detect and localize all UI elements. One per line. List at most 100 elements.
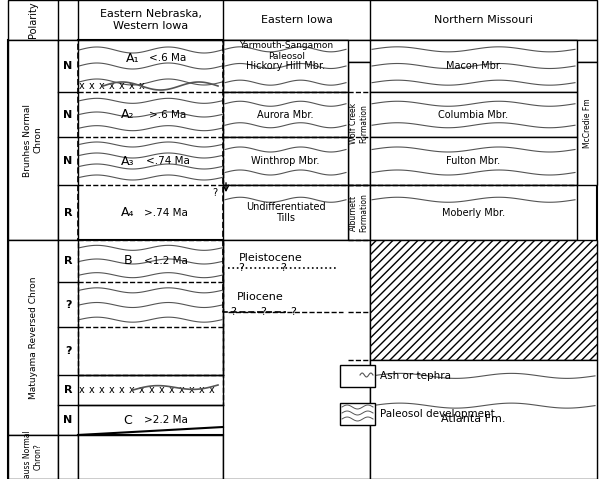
Text: A₄: A₄ bbox=[121, 206, 135, 219]
Text: N: N bbox=[64, 61, 73, 71]
Text: Winthrop Mbr.: Winthrop Mbr. bbox=[251, 156, 320, 166]
Bar bbox=[8, 435, 58, 479]
Bar bbox=[8, 0, 597, 40]
Text: x: x bbox=[89, 385, 95, 395]
Bar bbox=[58, 40, 78, 240]
Text: x: x bbox=[119, 81, 125, 91]
Text: Wolf Creek
Formation: Wolf Creek Formation bbox=[349, 103, 368, 144]
Text: x: x bbox=[344, 368, 350, 378]
Bar bbox=[370, 185, 577, 240]
Bar bbox=[58, 240, 78, 435]
Text: x: x bbox=[109, 81, 115, 91]
Text: A₃: A₃ bbox=[121, 155, 135, 168]
Bar bbox=[340, 365, 375, 387]
Text: x: x bbox=[79, 385, 85, 395]
Text: Pliocene: Pliocene bbox=[237, 292, 284, 302]
Text: Undifferentiated
Tills: Undifferentiated Tills bbox=[245, 202, 325, 223]
Text: N: N bbox=[64, 415, 73, 425]
Text: x: x bbox=[79, 81, 85, 91]
Bar bbox=[223, 40, 597, 62]
Text: x: x bbox=[199, 385, 205, 395]
Text: ?: ? bbox=[260, 307, 266, 317]
Text: >2.2 Ma: >2.2 Ma bbox=[144, 415, 188, 425]
Bar bbox=[223, 185, 348, 240]
Text: x: x bbox=[139, 385, 145, 395]
Bar bbox=[577, 62, 597, 185]
Bar bbox=[223, 240, 370, 479]
Text: N: N bbox=[64, 110, 73, 119]
Text: x: x bbox=[149, 385, 155, 395]
Text: x: x bbox=[159, 385, 165, 395]
Text: Eastern Nebraska,
Western Iowa: Eastern Nebraska, Western Iowa bbox=[100, 9, 202, 31]
Text: x: x bbox=[361, 376, 367, 386]
Text: x: x bbox=[209, 385, 215, 395]
Text: >.6 Ma: >.6 Ma bbox=[149, 110, 187, 119]
Text: Hickory Hill Mbr.: Hickory Hill Mbr. bbox=[246, 61, 325, 71]
Text: x: x bbox=[109, 385, 115, 395]
Bar bbox=[370, 360, 597, 479]
Text: C: C bbox=[124, 413, 133, 426]
Text: R: R bbox=[64, 256, 72, 266]
Text: Matuyama Reversed Chron: Matuyama Reversed Chron bbox=[29, 276, 37, 399]
Text: ?: ? bbox=[238, 263, 244, 273]
Bar bbox=[340, 403, 375, 425]
Text: Polarity: Polarity bbox=[28, 2, 38, 38]
Text: x: x bbox=[179, 385, 185, 395]
Text: x: x bbox=[189, 385, 195, 395]
Text: McCredie Fm: McCredie Fm bbox=[583, 99, 592, 148]
Text: x: x bbox=[89, 81, 95, 91]
Text: x: x bbox=[129, 81, 135, 91]
Text: Macon Mbr.: Macon Mbr. bbox=[445, 61, 502, 71]
Text: R: R bbox=[64, 207, 72, 217]
Text: x: x bbox=[99, 385, 105, 395]
Bar bbox=[223, 92, 348, 137]
Text: ?: ? bbox=[290, 307, 296, 317]
Bar bbox=[8, 240, 58, 435]
Text: Moberly Mbr.: Moberly Mbr. bbox=[442, 207, 505, 217]
Text: Ash or tephra: Ash or tephra bbox=[380, 371, 451, 381]
Text: Yarmouth-Sangamon
Paleosol: Yarmouth-Sangamon Paleosol bbox=[239, 41, 334, 61]
Text: Pleistocene: Pleistocene bbox=[239, 253, 302, 263]
Bar bbox=[58, 435, 78, 479]
Text: ?: ? bbox=[212, 188, 218, 198]
Text: x: x bbox=[129, 385, 135, 395]
Text: x: x bbox=[119, 385, 125, 395]
Text: x: x bbox=[99, 81, 105, 91]
Bar bbox=[78, 435, 223, 479]
Bar bbox=[370, 40, 577, 92]
Text: Brunhes Normal
Chron: Brunhes Normal Chron bbox=[23, 103, 43, 176]
Text: ?: ? bbox=[280, 263, 286, 273]
Text: A₂: A₂ bbox=[121, 108, 135, 121]
Text: x: x bbox=[354, 368, 360, 378]
Text: ?: ? bbox=[65, 299, 71, 309]
Text: Paleosol development: Paleosol development bbox=[380, 409, 495, 419]
Text: <1.2 Ma: <1.2 Ma bbox=[144, 256, 188, 266]
Bar bbox=[223, 40, 348, 92]
Text: Aurora Mbr.: Aurora Mbr. bbox=[257, 110, 314, 119]
Bar bbox=[348, 185, 370, 240]
Bar bbox=[370, 240, 597, 360]
Text: N: N bbox=[64, 156, 73, 166]
Text: ?: ? bbox=[65, 346, 71, 356]
Text: ?: ? bbox=[230, 307, 236, 317]
Text: Northern Missouri: Northern Missouri bbox=[434, 15, 533, 25]
Text: <.74 Ma: <.74 Ma bbox=[146, 156, 190, 166]
Text: Alburnett
Formation: Alburnett Formation bbox=[349, 193, 368, 232]
Text: x: x bbox=[169, 385, 175, 395]
Text: x: x bbox=[349, 376, 355, 386]
Text: A₁: A₁ bbox=[126, 52, 140, 65]
Bar bbox=[348, 62, 370, 185]
Text: Eastern Iowa: Eastern Iowa bbox=[260, 15, 332, 25]
Text: B: B bbox=[124, 254, 133, 267]
Bar bbox=[223, 137, 348, 185]
Text: <.6 Ma: <.6 Ma bbox=[149, 53, 187, 63]
Text: >.74 Ma: >.74 Ma bbox=[144, 207, 188, 217]
Text: Fulton Mbr.: Fulton Mbr. bbox=[446, 156, 500, 166]
Bar bbox=[370, 137, 577, 185]
Text: Atlanta Fm.: Atlanta Fm. bbox=[441, 414, 506, 424]
Text: Gauss Normal
Chron?: Gauss Normal Chron? bbox=[23, 430, 43, 479]
Text: Columbia Mbr.: Columbia Mbr. bbox=[439, 110, 509, 119]
Text: R: R bbox=[64, 385, 72, 395]
Text: x: x bbox=[139, 81, 145, 91]
Bar bbox=[370, 92, 577, 137]
